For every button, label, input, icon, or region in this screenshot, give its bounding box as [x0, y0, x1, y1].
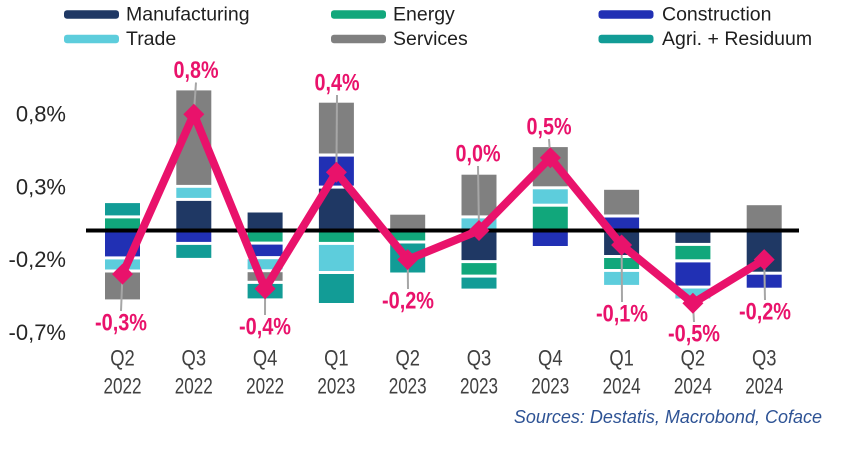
svg-text:Energy: Energy	[393, 4, 455, 26]
svg-text:Agri. + Residuum: Agri. + Residuum	[662, 28, 812, 50]
svg-text:-0,7%: -0,7%	[9, 320, 66, 345]
svg-text:0,0%: 0,0%	[456, 141, 501, 168]
svg-text:Q4: Q4	[538, 346, 563, 371]
svg-text:0,8%: 0,8%	[174, 57, 219, 84]
svg-text:2024: 2024	[745, 374, 783, 399]
svg-text:0,4%: 0,4%	[315, 70, 360, 97]
svg-text:0,8%: 0,8%	[16, 102, 66, 127]
svg-text:Q1: Q1	[609, 346, 634, 371]
svg-text:Q2: Q2	[681, 346, 706, 371]
svg-text:Q3: Q3	[752, 346, 777, 371]
svg-text:-0,5%: -0,5%	[668, 321, 720, 348]
svg-text:2024: 2024	[603, 374, 641, 399]
svg-text:Q2: Q2	[110, 346, 135, 371]
svg-text:0,3%: 0,3%	[16, 174, 66, 199]
svg-text:Q4: Q4	[253, 346, 278, 371]
svg-text:2022: 2022	[175, 374, 213, 399]
svg-text:Q3: Q3	[467, 346, 492, 371]
svg-text:-0,4%: -0,4%	[239, 314, 291, 341]
svg-text:-0,2%: -0,2%	[739, 299, 791, 326]
svg-text:Services: Services	[393, 28, 468, 50]
svg-text:2024: 2024	[674, 374, 712, 399]
svg-text:Q1: Q1	[324, 346, 349, 371]
svg-text:Sources: Destatis, Macrobond,: Sources: Destatis, Macrobond, Coface	[514, 407, 822, 427]
svg-text:-0,2%: -0,2%	[9, 247, 66, 272]
svg-text:Construction: Construction	[662, 4, 771, 26]
svg-text:2023: 2023	[317, 374, 355, 399]
svg-text:Q3: Q3	[182, 346, 207, 371]
svg-text:2022: 2022	[104, 374, 142, 399]
svg-text:2023: 2023	[531, 374, 569, 399]
svg-text:Trade: Trade	[126, 28, 176, 50]
svg-text:-0,3%: -0,3%	[95, 310, 147, 337]
svg-text:0,5%: 0,5%	[527, 114, 572, 141]
svg-text:2023: 2023	[389, 374, 427, 399]
svg-text:2023: 2023	[460, 374, 498, 399]
svg-text:Manufacturing: Manufacturing	[126, 4, 250, 26]
svg-text:2022: 2022	[246, 374, 284, 399]
svg-text:-0,2%: -0,2%	[382, 288, 434, 315]
svg-text:Q2: Q2	[395, 346, 420, 371]
svg-text:-0,1%: -0,1%	[596, 301, 648, 328]
